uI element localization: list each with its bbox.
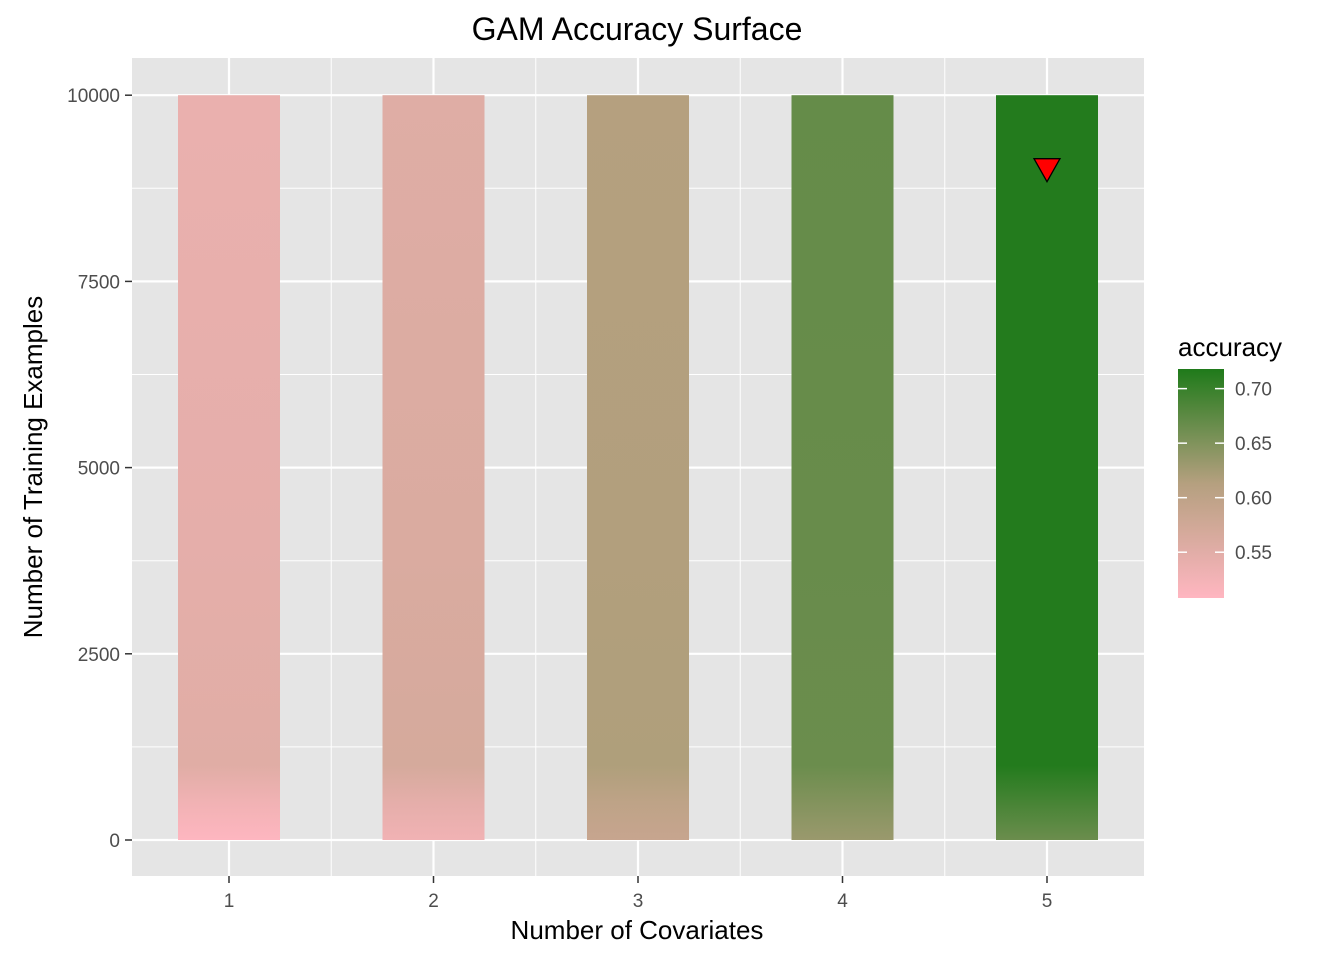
legend-break-label: 0.55: [1235, 543, 1272, 564]
accuracy-bar-2: [382, 95, 485, 840]
y-axis: 0 2500 5000 7500 10000: [67, 86, 132, 852]
legend-colorbar: [1178, 369, 1224, 598]
y-tick-label: 5000: [78, 459, 120, 480]
y-axis-title: Number of Training Examples: [18, 296, 48, 638]
chart-title: GAM Accuracy Surface: [472, 11, 803, 47]
legend-ticks: 0.55 0.60 0.65 0.70: [1178, 380, 1272, 564]
color-legend: accuracy 0.55 0.60 0.65 0.70: [1178, 332, 1282, 598]
accuracy-bar-5: [996, 95, 1098, 840]
x-tick-label: 5: [1042, 891, 1053, 912]
marker-layer: [1032, 158, 1062, 184]
legend-title: accuracy: [1178, 332, 1282, 362]
y-tick-label: 2500: [78, 645, 120, 666]
accuracy-bars: [178, 95, 1098, 840]
x-axis-title: Number of Covariates: [511, 915, 764, 945]
best-accuracy-marker: [1032, 158, 1062, 184]
x-tick-label: 2: [428, 891, 439, 912]
accuracy-bar-3: [587, 95, 689, 840]
x-tick-label: 3: [633, 891, 644, 912]
legend-break-label: 0.60: [1235, 489, 1272, 510]
y-tick-label: 10000: [67, 86, 120, 107]
legend-break-label: 0.65: [1235, 434, 1272, 455]
legend-break-label: 0.70: [1235, 380, 1272, 401]
x-axis: 1 2 3 4 5: [224, 876, 1053, 912]
accuracy-bar-1: [178, 95, 280, 840]
y-tick-label: 0: [109, 831, 120, 852]
accuracy-bar-4: [791, 95, 894, 840]
y-tick-label: 7500: [78, 272, 120, 293]
x-tick-label: 4: [837, 891, 848, 912]
x-tick-label: 1: [224, 891, 235, 912]
